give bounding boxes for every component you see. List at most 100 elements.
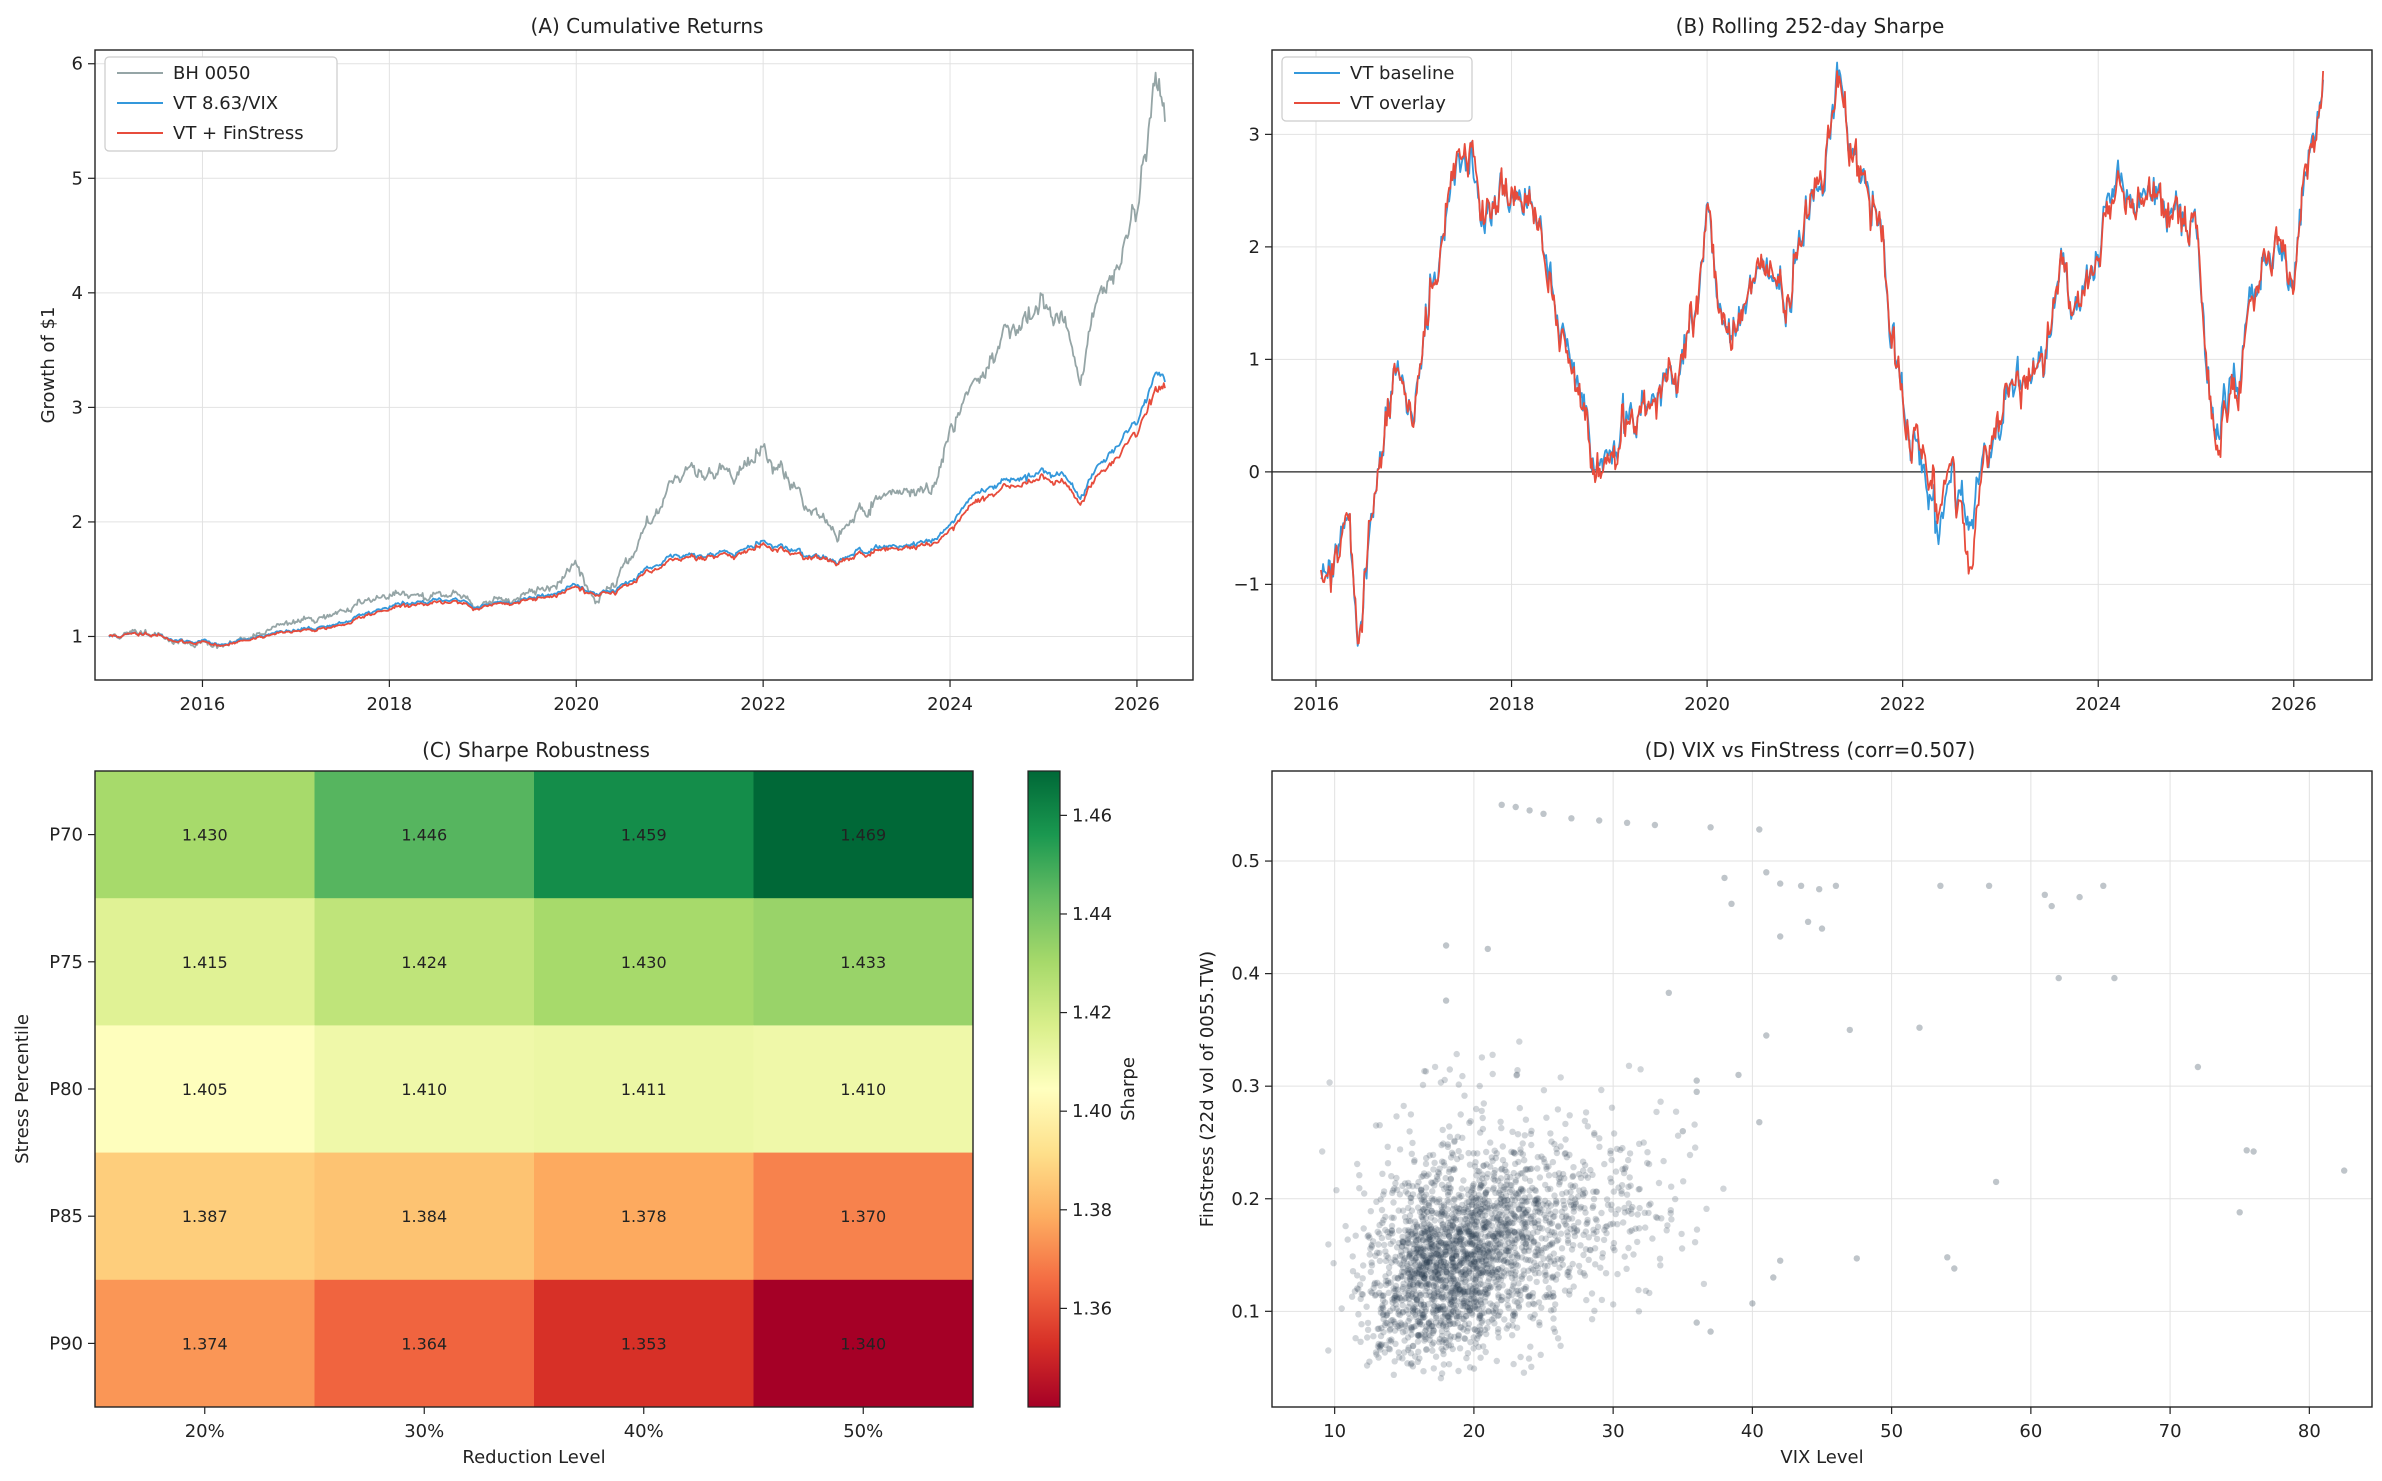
- scatter-point: [1498, 1264, 1506, 1271]
- scatter-point: [1519, 1206, 1527, 1213]
- scatter-point: [1497, 1308, 1504, 1316]
- scatter-point: [1472, 1197, 1480, 1204]
- scatter-point: [1503, 1325, 1511, 1332]
- scatter-point: [1448, 1296, 1455, 1304]
- scatter-point: [1475, 1214, 1482, 1221]
- scatter-point: [1657, 1262, 1664, 1269]
- scatter-point: [1591, 1307, 1598, 1315]
- scatter-point: [1385, 1280, 1392, 1287]
- scatter-point: [1502, 1222, 1509, 1230]
- heatmap-cell-label: 1.410: [840, 1080, 886, 1099]
- scatter-point: [1466, 1307, 1474, 1314]
- scatter-point: [1447, 1224, 1455, 1232]
- scatter-point: [1525, 1293, 1533, 1300]
- scatter-point: [1391, 1274, 1399, 1281]
- scatter-point: [1385, 1254, 1392, 1261]
- scatter-point: [1420, 1206, 1427, 1213]
- scatter-point: [1535, 1195, 1542, 1202]
- scatter-point: [1536, 1209, 1544, 1216]
- scatter-point: [1562, 1136, 1569, 1143]
- scatter-point: [1537, 1351, 1544, 1359]
- scatter-point: [1405, 1228, 1413, 1235]
- scatter-point: [1381, 1322, 1389, 1329]
- scatter-point: [1423, 1259, 1430, 1267]
- scatter-point: [1492, 1189, 1499, 1197]
- scatter-point: [1548, 1274, 1555, 1281]
- scatter-point: [1632, 1225, 1639, 1232]
- scatter-point: [1455, 1209, 1463, 1217]
- scatter-point: [1454, 1298, 1461, 1305]
- scatter-point: [1468, 1201, 1476, 1208]
- scatter-point: [1414, 1282, 1421, 1289]
- scatter-point: [1436, 1322, 1443, 1329]
- scatter-point: [1458, 1225, 1465, 1233]
- colorbar-tick-label: 1.40: [1072, 1101, 1112, 1122]
- scatter-point: [1423, 1263, 1430, 1271]
- scatter-point: [1652, 1213, 1660, 1221]
- scatter-point: [1693, 1226, 1701, 1233]
- scatter-point: [1504, 1216, 1512, 1224]
- scatter-point: [1524, 1219, 1532, 1226]
- scatter-point: [1571, 1229, 1578, 1236]
- scatter-point: [1446, 1233, 1453, 1240]
- scatter-point: [1489, 1215, 1496, 1222]
- scatter-point: [1446, 1261, 1454, 1269]
- scatter-point: [1517, 1287, 1525, 1294]
- scatter-point: [1485, 1308, 1493, 1315]
- scatter-point: [1481, 1224, 1489, 1231]
- scatter-point: [1507, 1201, 1514, 1208]
- scatter-point: [1400, 1268, 1408, 1276]
- scatter-point: [1444, 1141, 1452, 1148]
- scatter-point: [1450, 1165, 1458, 1172]
- scatter-point: [1396, 1294, 1403, 1301]
- scatter-point: [1439, 1293, 1446, 1301]
- scatter-point: [1481, 1195, 1488, 1202]
- scatter-point: [1452, 1215, 1460, 1222]
- scatter-point: [1384, 1228, 1391, 1236]
- scatter-point: [1474, 1266, 1481, 1273]
- scatter-point: [1477, 1312, 1484, 1319]
- scatter-point: [1407, 1267, 1414, 1274]
- scatter-point: [1458, 1235, 1465, 1242]
- scatter-point: [1398, 1273, 1405, 1281]
- scatter-point: [1496, 1216, 1503, 1224]
- scatter-point: [1421, 1272, 1428, 1279]
- scatter-point: [1442, 1226, 1450, 1233]
- scatter-point: [1402, 1323, 1409, 1330]
- scatter-point: [1473, 1264, 1480, 1272]
- scatter-point: [1476, 1313, 1484, 1320]
- scatter-point: [1515, 1194, 1522, 1202]
- scatter-point: [1510, 1259, 1518, 1266]
- scatter-point: [1664, 1222, 1671, 1229]
- scatter-point: [1419, 1236, 1427, 1244]
- colorbar-ticks: 1.361.381.401.421.441.46: [1060, 805, 1112, 1319]
- scatter-point: [1426, 1258, 1433, 1266]
- scatter-point: [1519, 1212, 1526, 1220]
- scatter-point: [1600, 1236, 1608, 1244]
- scatter-point: [1619, 1144, 1626, 1152]
- scatter-point: [1412, 1238, 1420, 1245]
- heatmap-cell: [95, 771, 315, 899]
- y-tick-label: −1: [1233, 574, 1260, 595]
- scatter-point: [1399, 1243, 1406, 1250]
- scatter-point: [1427, 1245, 1434, 1252]
- scatter-point: [1379, 1219, 1386, 1227]
- scatter-point: [1494, 1266, 1502, 1273]
- scatter-point: [1438, 1208, 1446, 1216]
- scatter-point: [1476, 1253, 1484, 1260]
- scatter-point: [1418, 1208, 1426, 1215]
- scatter-point: [1424, 1229, 1432, 1237]
- scatter-point: [1642, 1224, 1649, 1231]
- scatter-point: [1630, 1251, 1637, 1258]
- scatter-point: [1494, 1203, 1501, 1210]
- scatter-point: [1542, 1235, 1549, 1242]
- scatter-point: [1497, 1195, 1504, 1203]
- scatter-point: [1394, 1274, 1401, 1282]
- scatter-point: [1570, 1205, 1577, 1212]
- scatter-point: [1499, 1211, 1506, 1219]
- scatter-point: [1401, 1180, 1409, 1187]
- scatter-point: [1598, 1209, 1605, 1217]
- scatter-point: [1485, 1275, 1493, 1282]
- scatter-point: [1522, 1166, 1529, 1174]
- scatter-point: [1492, 1248, 1499, 1255]
